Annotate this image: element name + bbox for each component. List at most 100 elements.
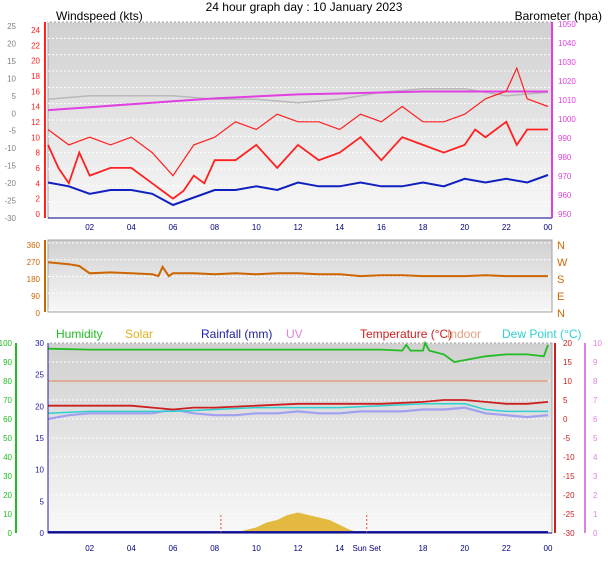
compass-tick: N [557, 240, 565, 252]
temperature-axis-tick: -20 [563, 491, 575, 500]
grid-lines [48, 242, 552, 311]
wind-barometer-panel: Windspeed (kts) Barometer (hpa) 24222018… [4, 9, 602, 232]
humidity-axis-tick: 10 [3, 510, 12, 519]
temperature-line [48, 399, 549, 411]
x-tick: 16 [377, 223, 386, 232]
x-tick: 14 [335, 544, 344, 553]
temperature-axis-tick: -25 [4, 197, 16, 206]
x-tick: 08 [210, 544, 219, 553]
panel3-legend: Humidity Solar Rainfall (mm) UV Temperature … [56, 327, 581, 341]
x-axis-ticks: 02 04 06 08 10 12 14 16 18 20 22 00 [85, 223, 553, 232]
x-tick: 12 [294, 544, 303, 553]
humidity-axis-tick: 100 [0, 339, 13, 348]
rainfall-axis-tick: 30 [35, 339, 44, 348]
legend-solar: Solar [125, 327, 153, 341]
windspeed-line [47, 120, 548, 200]
uv-axis-tick: 4 [593, 453, 598, 462]
legend-uv: UV [286, 327, 303, 341]
humidity-axis-tick: 0 [8, 529, 13, 538]
legend-windspeed: Windspeed (kts) [56, 9, 143, 23]
uv-axis-tick: 3 [593, 472, 598, 481]
compass-tick: S [557, 274, 564, 286]
x-tick: 18 [419, 223, 428, 232]
x-tick: 18 [419, 544, 428, 553]
x-tick: 08 [210, 223, 219, 232]
windspeed-axis-tick: 18 [31, 72, 40, 81]
direction-axis-tick: 90 [31, 292, 40, 301]
temperature-axis-tick: -5 [9, 127, 17, 136]
temperature-axis-tick: -20 [4, 179, 16, 188]
rainfall-axis-tick: 10 [35, 466, 44, 475]
humidity-axis-tick: 30 [3, 472, 12, 481]
temperature-axis-tick: 25 [7, 22, 16, 31]
temperature-axis-tick: 5 [12, 92, 17, 101]
uv-axis-tick: 5 [593, 434, 598, 443]
legend-temperature: Temperature (°C) [360, 327, 452, 341]
x-tick: 00 [544, 544, 553, 553]
windspeed-axis-tick: 8 [36, 149, 41, 158]
rainfall-axis-tick: 0 [40, 529, 45, 538]
humidity-axis-tick: 80 [3, 377, 12, 386]
temperature-axis-tick: 0 [12, 109, 17, 118]
legend-barometer: Barometer (hpa) [515, 9, 602, 23]
x-tick: 14 [335, 223, 344, 232]
legend-indoor: Indoor [447, 327, 481, 341]
direction-axis-ticks: 360 270 180 90 0 [27, 241, 41, 318]
x-tick: 00 [544, 223, 553, 232]
temperature-axis-tick: 0 [563, 415, 568, 424]
barometer-axis-tick: 980 [558, 153, 572, 162]
direction-axis-tick: 180 [27, 275, 41, 284]
uv-axis-tick: 9 [593, 358, 598, 367]
legend-dew-point: Dew Point (°C) [502, 327, 581, 341]
x-axis-ticks: 02 04 06 08 10 12 14 18 20 22 00 Sun Set [85, 544, 553, 553]
uv-axis-tick: 8 [593, 377, 598, 386]
legend-rainfall: Rainfall (mm) [201, 327, 272, 341]
windspeed-axis-tick: 2 [36, 195, 41, 204]
windspeed-axis-tick: 6 [36, 164, 41, 173]
barometer-axis-tick: 950 [558, 210, 572, 219]
rainfall-axis-tick: 15 [35, 434, 44, 443]
windspeed-axis-tick: 14 [31, 103, 40, 112]
wind-direction-line [47, 261, 548, 278]
windspeed-axis-tick: 20 [31, 57, 40, 66]
compass-tick: N [557, 308, 565, 320]
windspeed-axis-tick: 24 [31, 26, 40, 35]
temperature-axis-tick: -15 [4, 162, 16, 171]
humidity-axis-tick: 60 [3, 415, 12, 424]
graph-title: 24 hour graph day : 10 January 2023 [206, 0, 403, 14]
humidity-axis-tick: 70 [3, 396, 12, 405]
uv-axis-tick: 7 [593, 396, 598, 405]
x-tick: 20 [460, 223, 469, 232]
barometer-axis-ticks: 1050 1040 1030 1020 1010 1000 990 980 970 960 950 [558, 20, 576, 219]
barometer-axis-tick: 1040 [558, 39, 576, 48]
x-tick: 12 [294, 223, 303, 232]
barometer-axis-tick: 1030 [558, 58, 576, 67]
humidity-temperature-panel: Humidity Solar Rainfall (mm) UV Temperature … [0, 327, 602, 553]
temperature-axis-ticks: 20 15 10 5 0 -5 -10 -15 -20 -25 -30 [563, 339, 575, 538]
panel3-series [47, 340, 549, 534]
humidity-line [47, 340, 549, 363]
temperature-axis-tick: -30 [4, 214, 16, 223]
uv-axis-tick: 0 [593, 529, 598, 538]
barometer-axis-tick: 1000 [558, 115, 576, 124]
x-tick: 22 [502, 223, 511, 232]
temperature-axis-tick: 5 [563, 396, 568, 405]
barometer-axis-tick: 1020 [558, 77, 576, 86]
x-tick: 04 [127, 223, 136, 232]
compass-tick: W [557, 257, 568, 269]
temperature-axis-tick: -10 [4, 144, 16, 153]
x-tick: 22 [502, 544, 511, 553]
x-tick: 10 [252, 544, 261, 553]
x-tick: 04 [127, 544, 136, 553]
rainfall-axis-ticks: 30 25 20 15 10 5 0 [35, 339, 44, 538]
barometer-axis-tick: 1010 [558, 96, 576, 105]
x-tick: 20 [460, 544, 469, 553]
uv-axis-tick: 6 [593, 415, 598, 424]
rainfall-axis-tick: 25 [35, 371, 44, 380]
solar-area [214, 512, 361, 534]
